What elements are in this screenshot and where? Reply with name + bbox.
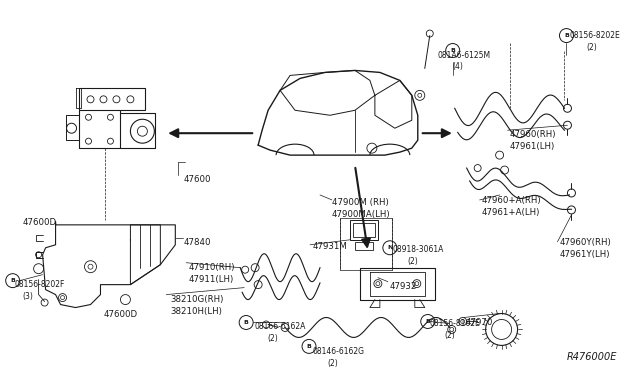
Text: (2): (2): [445, 331, 456, 340]
Text: 47970: 47970: [466, 318, 493, 327]
Text: N: N: [387, 245, 392, 250]
Text: 47911(LH): 47911(LH): [188, 275, 234, 284]
Bar: [355, 242, 373, 250]
Text: 47600D: 47600D: [104, 310, 138, 318]
Text: 08918-3061A: 08918-3061A: [393, 245, 444, 254]
Text: 47961+A(LH): 47961+A(LH): [482, 208, 540, 217]
Text: B: B: [307, 344, 312, 349]
Text: 47931M: 47931M: [313, 242, 348, 251]
Text: 38210H(LH): 38210H(LH): [170, 307, 222, 315]
Text: 47960Y(RH): 47960Y(RH): [559, 238, 611, 247]
Text: B: B: [10, 278, 15, 283]
Text: (4): (4): [452, 62, 463, 71]
Text: 47932: 47932: [390, 282, 417, 291]
Text: B: B: [426, 319, 430, 324]
Text: 08156-8202F: 08156-8202F: [15, 280, 65, 289]
Text: 47960(RH): 47960(RH): [509, 130, 556, 139]
Text: 47600D: 47600D: [22, 218, 57, 227]
Text: 47910(RH): 47910(RH): [188, 263, 235, 272]
Text: B: B: [244, 320, 248, 325]
Text: 47600: 47600: [183, 175, 211, 184]
Text: (3): (3): [22, 292, 33, 301]
Text: (2): (2): [408, 257, 419, 266]
Text: 08156-8162E: 08156-8162E: [430, 320, 481, 328]
Text: 081A6-6125M: 081A6-6125M: [438, 51, 491, 60]
Text: 47840: 47840: [183, 238, 211, 247]
Text: 08156-8202E: 08156-8202E: [570, 31, 620, 39]
Text: B: B: [451, 48, 455, 53]
Text: 38210G(RH): 38210G(RH): [170, 295, 224, 304]
Text: (2): (2): [267, 334, 278, 343]
Text: 47961Y(LH): 47961Y(LH): [559, 250, 610, 259]
Text: 47960+A(RH): 47960+A(RH): [482, 196, 541, 205]
Bar: [350, 220, 378, 240]
Text: 08146-6162G: 08146-6162G: [312, 347, 364, 356]
Text: 08166-6162A: 08166-6162A: [254, 323, 305, 331]
Text: (2): (2): [586, 42, 597, 52]
Text: (2): (2): [327, 359, 338, 368]
Text: 47900M (RH): 47900M (RH): [332, 198, 388, 207]
Text: B: B: [564, 33, 569, 38]
Text: R476000E: R476000E: [566, 352, 617, 362]
Bar: [353, 223, 375, 237]
Text: 47900MA(LH): 47900MA(LH): [332, 210, 390, 219]
Bar: [340, 218, 392, 270]
Text: 47961(LH): 47961(LH): [509, 142, 555, 151]
